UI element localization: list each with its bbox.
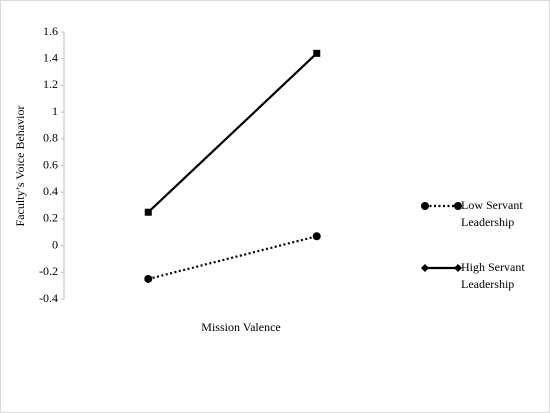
y-tick-label: 1.4 (43, 50, 58, 64)
y-tick-label: -0.4 (39, 291, 58, 305)
legend-marker (421, 202, 429, 210)
y-tick-label: 1.6 (43, 24, 58, 38)
y-axis-label: Faculty’s Voice Behavior (13, 106, 27, 227)
y-tick-label: -0.2 (39, 264, 58, 278)
data-point (144, 208, 152, 216)
y-tick-label: 0 (52, 237, 58, 251)
legend-marker (421, 264, 429, 272)
series-line (147, 235, 318, 281)
legend-label: Low Servant Leadership (461, 198, 523, 229)
y-tick-label: 1 (52, 104, 58, 118)
y-tick-label: 0.8 (43, 131, 58, 145)
x-axis-label: Mission Valence (201, 320, 280, 334)
data-point (312, 232, 321, 241)
legend-marker (454, 264, 462, 272)
series-line (147, 52, 318, 214)
y-tick-label: 0.4 (43, 184, 58, 198)
data-point (313, 49, 321, 57)
y-tick-label: 0.2 (43, 211, 58, 225)
legend-marker (454, 202, 462, 210)
legend-label: High Servant Leadership (461, 260, 525, 291)
y-tick-label: 1.2 (43, 77, 58, 91)
data-point (144, 274, 153, 283)
y-tick-label: 0.6 (43, 157, 58, 171)
